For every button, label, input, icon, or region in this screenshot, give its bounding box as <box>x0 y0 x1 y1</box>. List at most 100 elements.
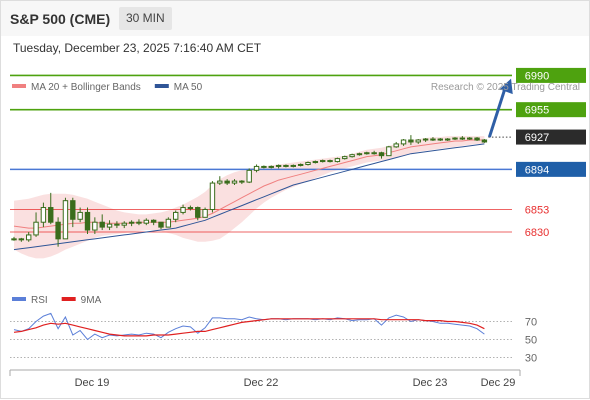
candle-body <box>275 164 282 167</box>
candle-body <box>312 161 319 164</box>
report-datetime: Tuesday, December 23, 2025 7:16:40 AM CE… <box>13 41 262 55</box>
resistance-level-label: 6990 <box>525 70 549 82</box>
candle-body <box>128 221 135 224</box>
rsi-tick-label: 30 <box>525 353 537 365</box>
candle-body <box>114 223 120 226</box>
candle-body <box>422 138 429 141</box>
candle-body <box>467 137 473 140</box>
candle-body <box>187 207 194 210</box>
ma50-line <box>13 143 485 251</box>
candle-body <box>430 138 436 141</box>
candle-body <box>136 221 142 224</box>
candle-body <box>158 221 164 228</box>
candle-body <box>26 234 32 241</box>
forecast-arrow-head <box>499 78 513 95</box>
legend-rsi: RSI <box>31 295 48 306</box>
resistance-level-tag <box>516 67 586 83</box>
candle-body <box>378 152 385 157</box>
candle-body <box>55 221 61 240</box>
candle-body <box>474 137 480 141</box>
candle-body <box>173 211 179 220</box>
candle-body <box>48 207 54 223</box>
candle-body <box>217 180 223 184</box>
legend-swatch <box>154 84 169 88</box>
candle-body <box>327 160 333 163</box>
candle-body <box>231 180 238 184</box>
bollinger-band-fill <box>14 136 485 259</box>
support-level-label: 6894 <box>525 164 549 176</box>
last-level-label: 6927 <box>525 132 549 144</box>
candle-body <box>180 207 186 213</box>
candle-body <box>261 165 267 168</box>
candle-body <box>202 208 208 218</box>
rsi-ma-line <box>13 318 485 337</box>
candle-body <box>437 138 444 141</box>
chart-header: S&P 500 (CME) 30 MIN <box>0 0 590 36</box>
rsi-tick-label: 70 <box>525 317 537 329</box>
target-level-label: 6830 <box>525 227 549 239</box>
candle-body <box>400 139 407 145</box>
candle-body <box>224 180 230 184</box>
candle-body <box>70 200 76 220</box>
interval-selector[interactable]: 30 MIN <box>119 7 172 30</box>
candle-body <box>268 165 274 168</box>
resistance-level-label: 6955 <box>525 105 549 117</box>
candle-body <box>33 221 39 236</box>
last-level-tag <box>516 129 586 145</box>
candle-body <box>40 207 47 223</box>
support-level-tag <box>516 161 586 177</box>
rsi-tick-label: 50 <box>525 335 537 347</box>
rsi-line <box>13 312 485 341</box>
candle-body <box>334 158 341 163</box>
candle-body <box>283 164 289 167</box>
candle-body <box>452 137 458 140</box>
legend-9ma: 9MA <box>81 295 102 306</box>
time-axis-label: Dec 23 <box>413 377 448 389</box>
candle-body <box>11 238 17 241</box>
time-axis-label: Dec 29 <box>481 377 516 389</box>
candle-body <box>150 219 157 223</box>
candle-body <box>239 180 245 183</box>
forecast-arrow-shaft <box>487 87 507 138</box>
candle-body <box>297 163 304 166</box>
time-axis-label: Dec 22 <box>244 377 279 389</box>
candle-body <box>349 154 355 158</box>
candle-body <box>459 137 466 140</box>
candle-body <box>386 146 392 157</box>
candle-body <box>165 218 172 228</box>
target-level-label: 6853 <box>525 204 549 216</box>
candle-body <box>106 223 113 228</box>
legend-swatch <box>61 297 76 301</box>
candle-body <box>305 162 311 165</box>
legend-ma50: MA 50 <box>174 82 203 93</box>
candle-body <box>195 207 201 218</box>
candle-body <box>342 156 348 160</box>
legend-ma20-bollinger: MA 20 + Bollinger Bands <box>31 82 141 93</box>
candle-body <box>481 139 488 143</box>
candle-body <box>246 169 252 183</box>
candle-body <box>356 153 363 156</box>
time-axis-label: Dec 19 <box>75 377 110 389</box>
candle-body <box>290 164 297 167</box>
candle-body <box>143 219 150 224</box>
candle-body <box>371 152 377 155</box>
candle-body <box>84 211 91 231</box>
candle-body <box>121 222 127 226</box>
candle-body <box>209 182 216 210</box>
candle-body <box>364 152 370 155</box>
candle-body <box>415 139 421 143</box>
candle-body <box>444 138 451 141</box>
instrument-title: S&P 500 (CME) <box>10 11 111 27</box>
candle-body <box>92 221 98 231</box>
candle-body <box>77 211 83 220</box>
candle-body <box>62 200 69 240</box>
resistance-level-tag <box>516 102 586 118</box>
credit-text: Research © 2025 Trading Central <box>431 82 580 93</box>
candle-body <box>18 238 25 241</box>
candle-body <box>99 221 105 228</box>
candle-body <box>253 165 260 171</box>
legend-swatch <box>12 297 26 301</box>
candle-body <box>393 143 399 148</box>
legend-swatch <box>12 84 26 88</box>
